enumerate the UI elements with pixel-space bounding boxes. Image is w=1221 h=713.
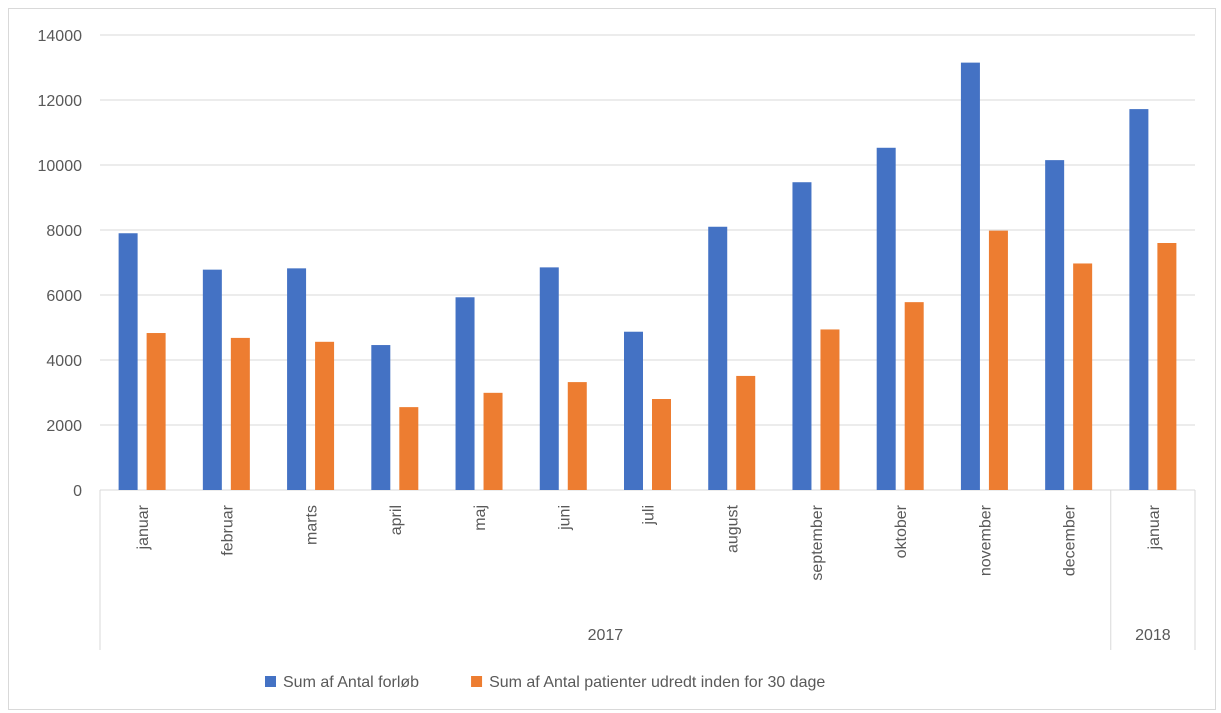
bar-forloeb-11 — [1045, 160, 1065, 490]
legend-label-1: Sum af Antal patienter udredt inden for … — [489, 674, 825, 691]
bar-forloeb-3 — [371, 345, 391, 490]
bar-forloeb-1 — [202, 269, 222, 490]
x-tick-label: februar — [219, 504, 236, 555]
bar-udredt-10 — [988, 230, 1008, 490]
bar-udredt-3 — [399, 407, 419, 490]
x-tick-label: august — [725, 504, 742, 553]
group-label: 2018 — [1135, 627, 1171, 644]
bar-forloeb-7 — [708, 226, 728, 490]
bar-udredt-1 — [230, 337, 250, 490]
group-label: 2017 — [588, 627, 624, 644]
bar-udredt-7 — [736, 375, 756, 490]
legend-swatch-0 — [265, 676, 276, 687]
bar-udredt-4 — [483, 392, 503, 490]
bars — [118, 62, 1177, 490]
bar-forloeb-2 — [287, 268, 307, 490]
bar-forloeb-0 — [118, 233, 138, 490]
y-tick-label: 4000 — [46, 353, 82, 370]
x-tick-label: september — [809, 504, 826, 580]
bar-udredt-5 — [567, 382, 587, 490]
y-tick-label: 0 — [73, 483, 82, 500]
bar-udredt-11 — [1073, 263, 1093, 490]
bar-forloeb-12 — [1129, 109, 1149, 490]
y-tick-label: 6000 — [46, 288, 82, 305]
bar-forloeb-10 — [960, 62, 980, 490]
x-tick-label: juli — [641, 505, 658, 526]
x-tick-label: april — [388, 505, 405, 535]
bar-udredt-8 — [820, 329, 840, 490]
x-tick-label: november — [977, 504, 994, 576]
legend: Sum af Antal forløb Sum af Antal patiente… — [265, 674, 825, 691]
x-axis: januar februar marts april maj juni juli august… — [99, 490, 1196, 650]
bar-forloeb-9 — [876, 147, 896, 490]
gridlines — [100, 34, 1195, 491]
bar-udredt-9 — [904, 302, 924, 490]
y-tick-label: 12000 — [38, 93, 83, 110]
x-tick-label: marts — [304, 505, 321, 545]
x-tick-label: oktober — [893, 504, 910, 558]
bar-udredt-12 — [1157, 243, 1177, 490]
x-tick-label: juni — [556, 505, 573, 531]
legend-swatch-1 — [471, 676, 483, 687]
y-tick-label: 2000 — [46, 418, 82, 435]
y-axis-ticks: 0 2000 4000 6000 8000 10000 12000 14000 — [38, 28, 83, 500]
x-tick-label: maj — [472, 505, 489, 531]
y-tick-label: 8000 — [46, 223, 82, 240]
bar-udredt-6 — [652, 399, 671, 490]
y-tick-label: 10000 — [38, 158, 83, 175]
x-tick-label: december — [1062, 504, 1079, 576]
bar-udredt-0 — [146, 333, 166, 490]
x-tick-label: januar — [135, 504, 152, 550]
bar-forloeb-4 — [455, 297, 475, 490]
bar-forloeb-8 — [792, 182, 812, 490]
bar-forloeb-6 — [624, 331, 643, 490]
bar-forloeb-5 — [539, 267, 559, 490]
bar-udredt-2 — [315, 341, 335, 490]
y-tick-label: 14000 — [38, 28, 83, 45]
x-tick-label: januar — [1146, 504, 1163, 550]
legend-label-0: Sum af Antal forløb — [283, 674, 419, 691]
